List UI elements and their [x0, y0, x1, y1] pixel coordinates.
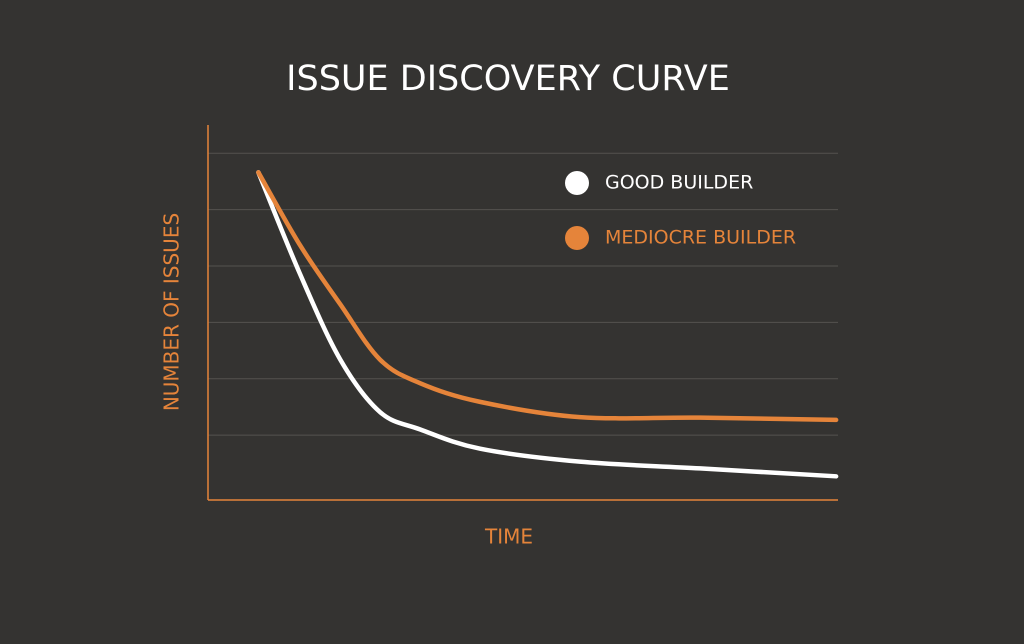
series-line [256, 170, 839, 423]
y-axis-label: NUMBER OF ISSUES [160, 213, 184, 411]
x-axis-label: TIME [484, 525, 533, 549]
legend-label: MEDIOCRE BUILDER [605, 227, 796, 249]
legend-marker [565, 226, 589, 250]
series-line [256, 170, 839, 479]
legend-marker [565, 171, 589, 195]
legend-label: GOOD BUILDER [605, 172, 753, 194]
chart-title: ISSUE DISCOVERY CURVE [286, 59, 730, 99]
